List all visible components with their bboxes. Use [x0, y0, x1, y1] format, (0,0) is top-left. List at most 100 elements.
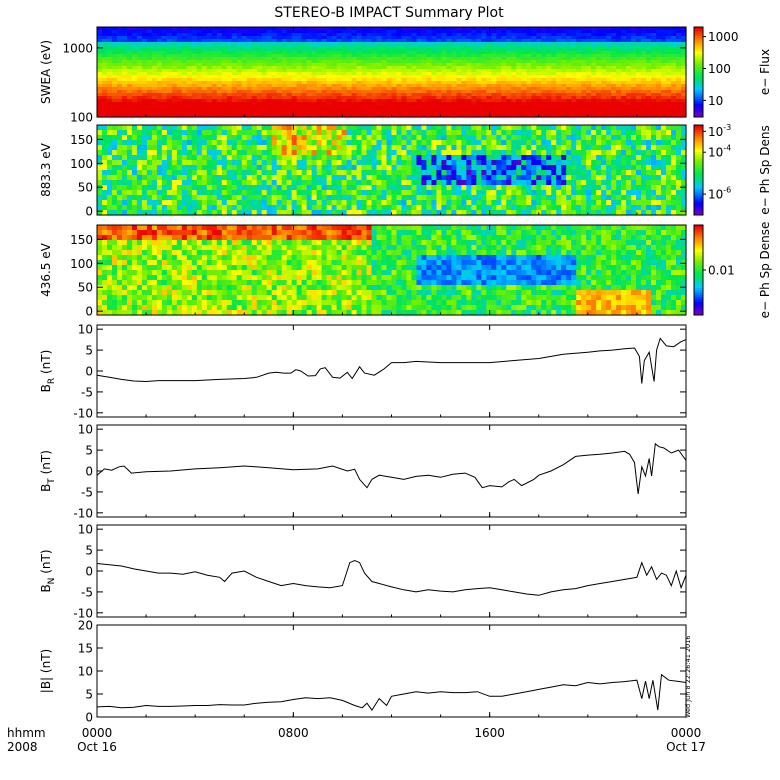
heatmap-cell: [321, 195, 328, 201]
heatmap-cell: [411, 81, 418, 85]
heatmap-cell: [416, 57, 423, 61]
heatmap-cell: [406, 185, 413, 191]
heatmap-cell: [236, 33, 243, 37]
heatmap-cell: [111, 57, 118, 61]
heatmap-cell: [211, 99, 218, 103]
heatmap-cell: [116, 210, 123, 216]
heatmap-cell: [471, 210, 477, 216]
heatmap-cell: [481, 36, 487, 40]
heatmap-cell: [556, 69, 562, 73]
heatmap-cell: [376, 57, 383, 61]
heatmap-cell: [136, 54, 143, 58]
heatmap-cell: [421, 130, 428, 136]
heatmap-cell: [566, 54, 572, 58]
heatmap-cell: [271, 125, 278, 131]
heatmap-cell: [456, 160, 462, 166]
heatmap-cell: [561, 84, 567, 88]
heatmap-cell: [501, 78, 507, 82]
heatmap-cell: [326, 160, 333, 166]
heatmap-cell: [241, 87, 248, 91]
heatmap-cell: [261, 36, 268, 40]
heatmap-cell: [116, 39, 123, 43]
heatmap-cell: [416, 42, 423, 46]
heatmap-cell: [411, 170, 418, 176]
heatmap-cell: [651, 27, 657, 31]
heatmap-cell: [506, 69, 512, 73]
heatmap-cell: [516, 60, 522, 64]
heatmap-cell: [671, 111, 677, 115]
heatmap-cell: [131, 30, 138, 34]
heatmap-cell: [241, 54, 248, 58]
heatmap-cell: [271, 205, 278, 211]
heatmap-cell: [126, 27, 133, 31]
heatmap-cell: [531, 51, 537, 55]
heatmap-cell: [371, 69, 378, 73]
heatmap-cell: [276, 200, 283, 206]
heatmap-cell: [631, 30, 637, 34]
heatmap-cell: [391, 48, 398, 52]
heatmap-cell: [466, 170, 472, 176]
heatmap-cell: [626, 81, 632, 85]
heatmap-cell: [201, 63, 208, 67]
heatmap-cell: [396, 125, 403, 131]
heatmap-cell: [571, 69, 577, 73]
heatmap-cell: [346, 185, 353, 191]
heatmap-cell: [131, 145, 138, 151]
heatmap-cell: [231, 63, 238, 67]
heatmap-cell: [256, 93, 263, 97]
heatmap-cell: [501, 108, 507, 112]
heatmap-cell: [431, 195, 438, 201]
heatmap-cell: [101, 108, 108, 112]
heatmap-cell: [241, 72, 248, 76]
heatmap-cell: [161, 63, 168, 67]
heatmap-cell: [286, 90, 293, 94]
heatmap-cell: [471, 96, 477, 100]
heatmap-cell: [301, 125, 308, 131]
heatmap-cell: [466, 160, 472, 166]
heatmap-cell: [141, 130, 148, 136]
heatmap-cell: [176, 93, 183, 97]
heatmap-cell: [216, 165, 223, 171]
heatmap-cell: [206, 135, 213, 141]
heatmap-cell: [261, 135, 268, 141]
heatmap-cell: [161, 60, 168, 64]
heatmap-cell: [446, 72, 452, 76]
heatmap-cell: [146, 102, 153, 106]
heatmap-cell: [411, 155, 418, 161]
heatmap-cell: [181, 155, 188, 161]
heatmap-cell: [646, 69, 652, 73]
heatmap-cell: [401, 93, 408, 97]
heatmap-cell: [466, 175, 472, 181]
heatmap-cell: [511, 105, 517, 109]
heatmap-cell: [271, 54, 278, 58]
heatmap-cell: [296, 66, 303, 70]
heatmap-cell: [241, 69, 248, 73]
heatmap-cell: [601, 33, 607, 37]
heatmap-cell: [486, 39, 492, 43]
heatmap-cell: [441, 84, 448, 88]
heatmap-cell: [301, 150, 308, 156]
heatmap-cell: [571, 102, 577, 106]
heatmap-cell: [561, 39, 567, 43]
heatmap-cell: [371, 42, 378, 46]
heatmap-cell: [296, 96, 303, 100]
heatmap-cell: [376, 150, 383, 156]
heatmap-cell: [366, 185, 373, 191]
heatmap-cell: [446, 87, 452, 91]
heatmap-cell: [371, 125, 378, 131]
heatmap-cell: [581, 60, 587, 64]
heatmap-cell: [516, 114, 522, 118]
heatmap-cell: [206, 60, 213, 64]
heatmap-cell: [481, 96, 487, 100]
heatmap-cell: [476, 45, 482, 49]
heatmap-cell: [556, 54, 562, 58]
heatmap-cell: [366, 84, 373, 88]
heatmap-cell: [381, 108, 388, 112]
heatmap-cell: [226, 45, 233, 49]
heatmap-cell: [626, 51, 632, 55]
heatmap-cell: [141, 165, 148, 171]
heatmap-cell: [551, 57, 557, 61]
heatmap-cell: [516, 72, 522, 76]
heatmap-cell: [666, 33, 672, 37]
heatmap-cell: [406, 93, 413, 97]
